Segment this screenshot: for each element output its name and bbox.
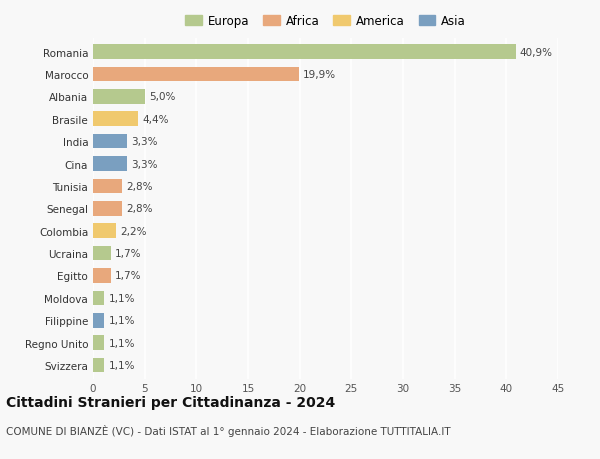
Text: 1,1%: 1,1% [109,338,135,348]
Bar [93,157,127,171]
Bar [93,90,145,104]
Bar [93,45,515,60]
Text: Cittadini Stranieri per Cittadinanza - 2024: Cittadini Stranieri per Cittadinanza - 2… [6,395,335,409]
Bar [93,336,104,350]
Text: 40,9%: 40,9% [520,47,553,57]
Text: 1,1%: 1,1% [109,293,135,303]
Bar [93,112,139,127]
Text: 2,8%: 2,8% [126,204,152,214]
Bar [93,224,116,239]
Text: 19,9%: 19,9% [303,70,336,80]
Bar [93,202,122,216]
Text: 3,3%: 3,3% [131,137,158,147]
Text: 1,7%: 1,7% [115,248,141,258]
Text: 1,7%: 1,7% [115,271,141,281]
Text: 3,3%: 3,3% [131,159,158,169]
Text: 2,8%: 2,8% [126,181,152,191]
Bar [93,246,110,261]
Bar [93,358,104,373]
Legend: Europa, Africa, America, Asia: Europa, Africa, America, Asia [182,13,469,30]
Text: 1,1%: 1,1% [109,360,135,370]
Text: COMUNE DI BIANZÈ (VC) - Dati ISTAT al 1° gennaio 2024 - Elaborazione TUTTITALIA.: COMUNE DI BIANZÈ (VC) - Dati ISTAT al 1°… [6,424,451,436]
Bar [93,313,104,328]
Bar [93,179,122,194]
Text: 4,4%: 4,4% [143,114,169,124]
Bar [93,269,110,283]
Text: 1,1%: 1,1% [109,316,135,325]
Text: 2,2%: 2,2% [120,226,146,236]
Bar [93,67,299,82]
Bar [93,134,127,149]
Text: 5,0%: 5,0% [149,92,175,102]
Bar [93,291,104,306]
